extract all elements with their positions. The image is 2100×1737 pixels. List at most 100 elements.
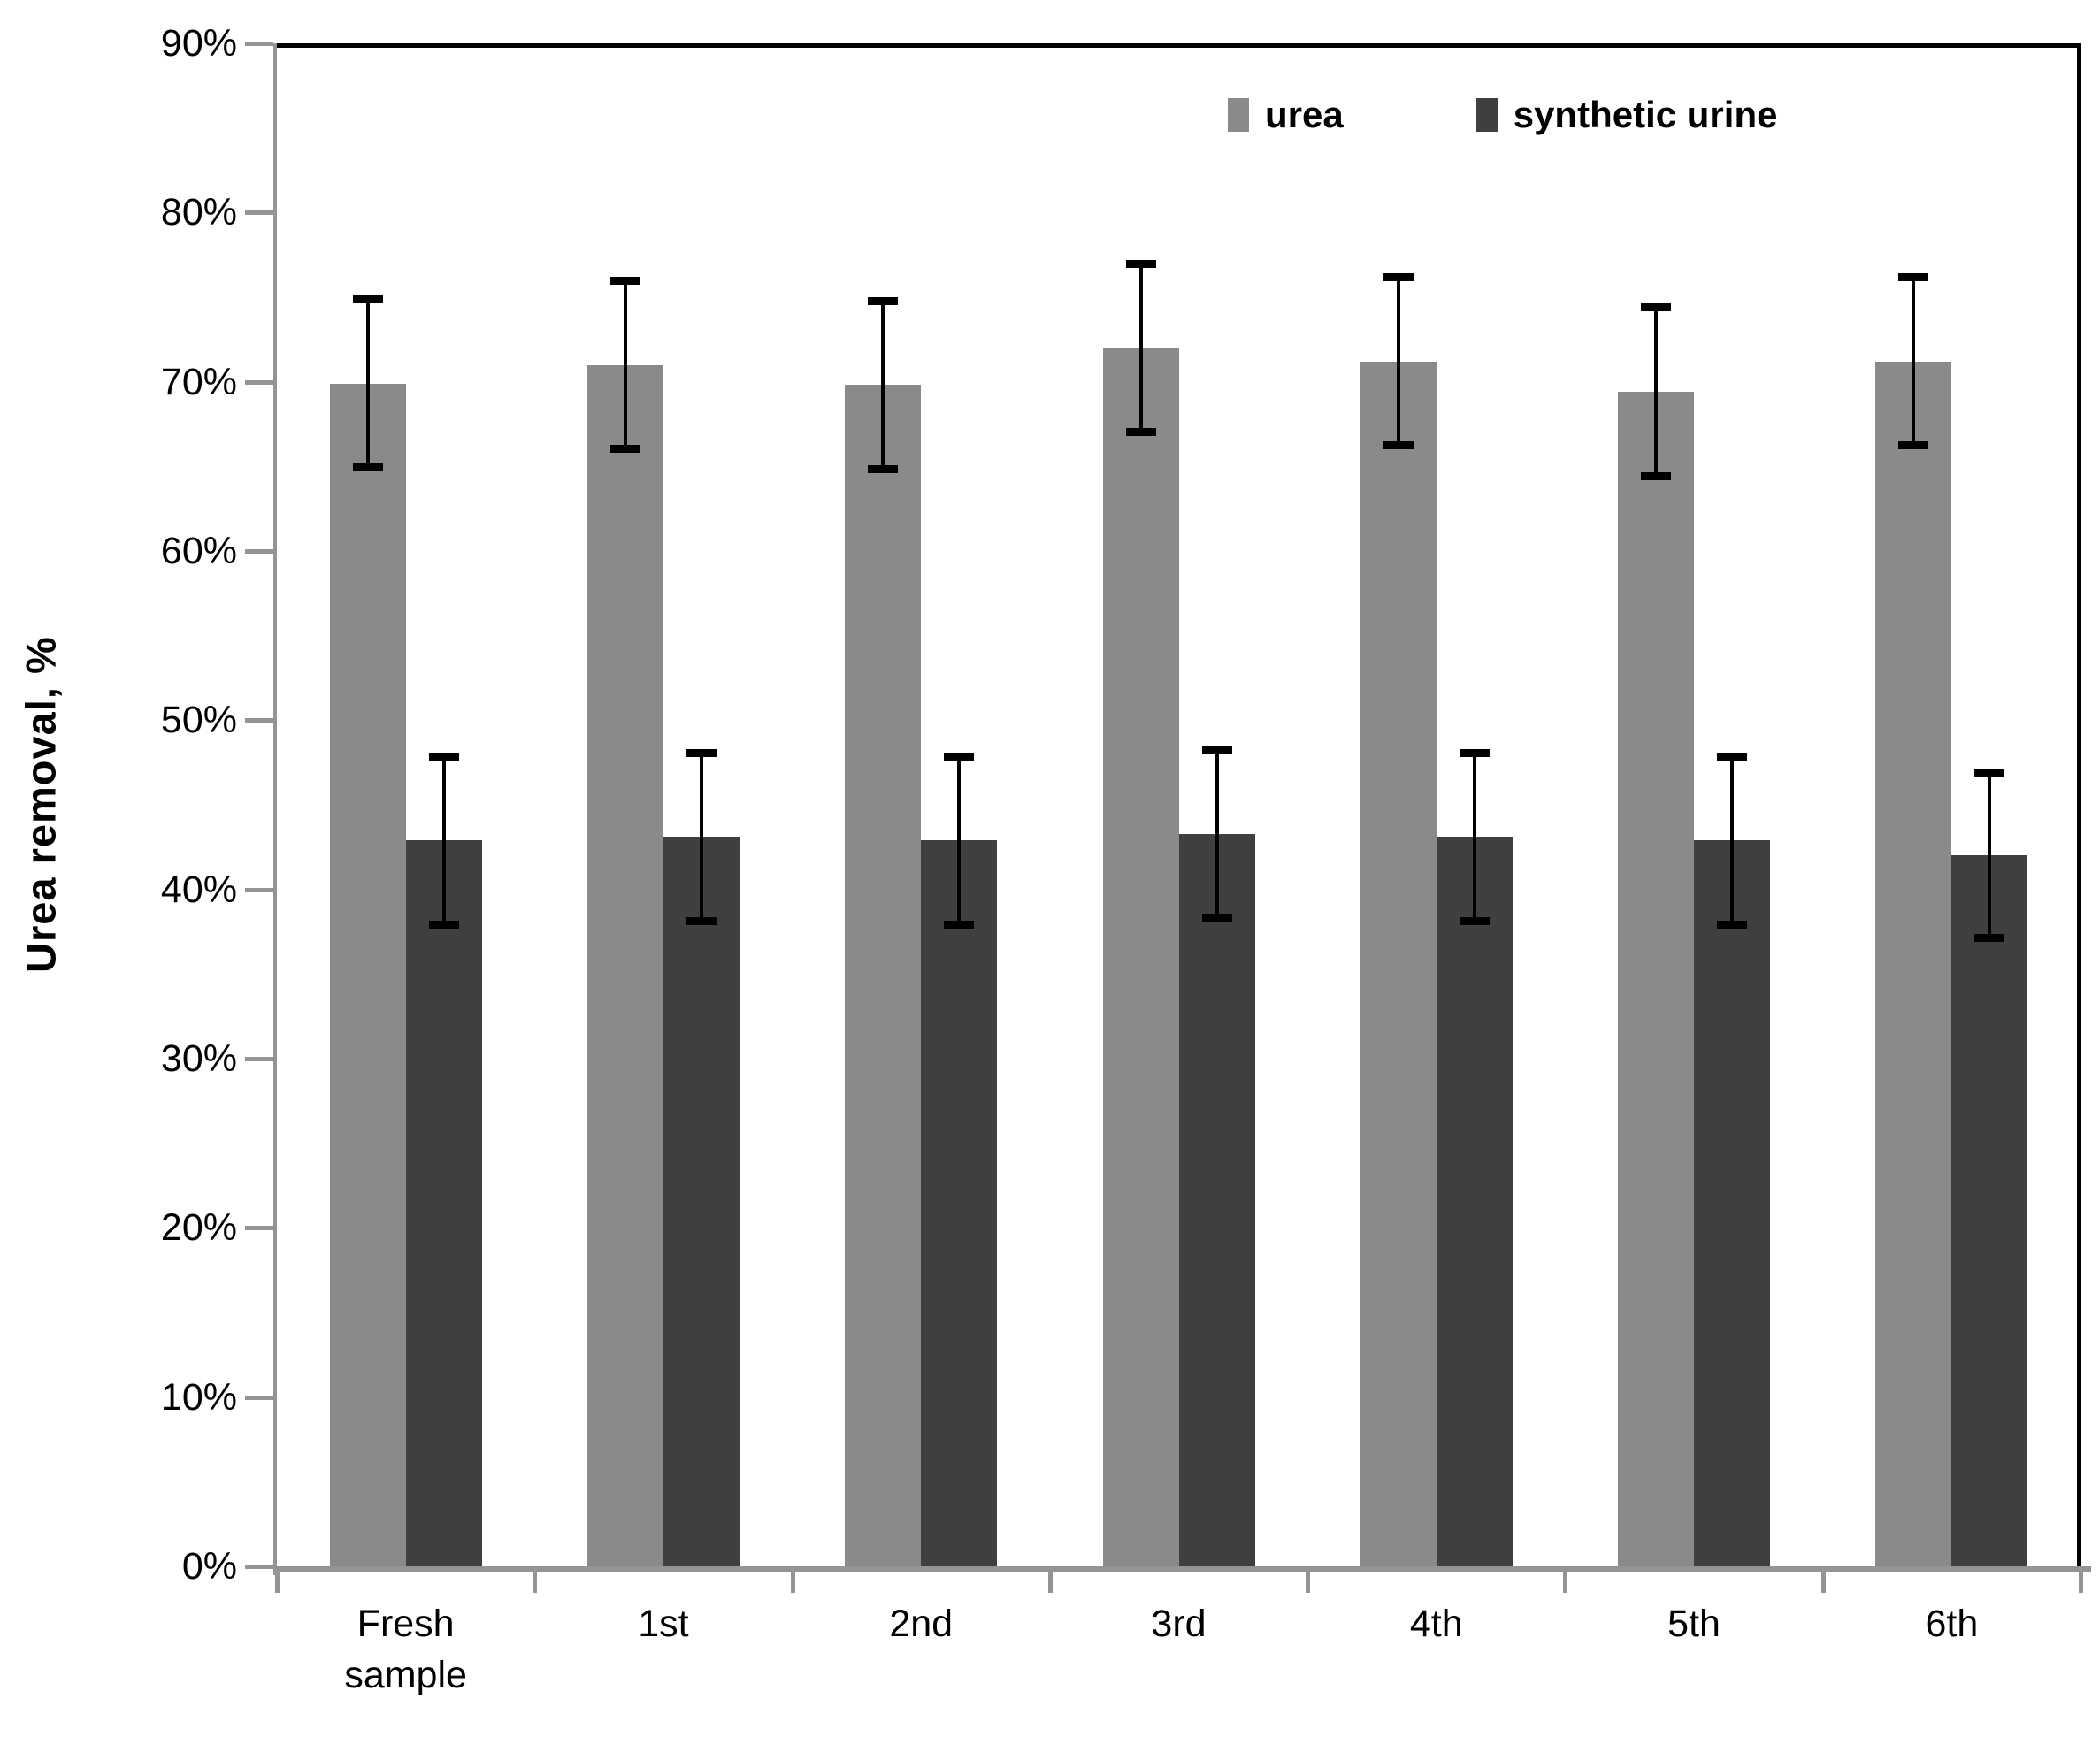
- x-axis-label-1: 1st: [638, 1603, 689, 1645]
- y-tick-mark-20: [245, 1226, 273, 1231]
- y-tick-mark-70: [245, 379, 273, 385]
- error-line-urea-2: [881, 300, 885, 471]
- error-cap-bottom-synthetic-urine-6: [1974, 934, 2005, 943]
- bar-synthetic-urine-3: [1178, 833, 1255, 1566]
- bar-urea-4: [1360, 361, 1437, 1566]
- bar-urea-1: [586, 364, 663, 1566]
- error-cap-top-synthetic-urine-6: [1974, 769, 2005, 777]
- legend-swatch-synthetic-urine: [1475, 98, 1498, 132]
- error-cap-top-urea-5: [1641, 303, 1672, 312]
- x-axis-label-3: 3rd: [1151, 1603, 1207, 1645]
- x-tick-mark-1: [533, 1572, 538, 1593]
- error-cap-top-urea-4: [1383, 273, 1414, 282]
- error-cap-top-urea-3: [1125, 259, 1156, 268]
- error-line-urea-5: [1654, 307, 1659, 477]
- plot-right-border: [2077, 43, 2081, 1566]
- error-cap-top-synthetic-urine-3: [1201, 745, 1232, 754]
- x-tick-mark-6: [1820, 1572, 1826, 1593]
- x-tick-mark-7: [2079, 1572, 2083, 1593]
- error-line-urea-4: [1396, 277, 1400, 447]
- error-line-urea-1: [623, 279, 627, 450]
- error-cap-bottom-synthetic-urine-3: [1201, 914, 1232, 922]
- y-tick-label-40: 40%: [160, 868, 237, 911]
- x-tick-mark-5: [1563, 1572, 1568, 1593]
- y-tick-label-80: 80%: [160, 191, 237, 234]
- legend-item-synthetic-urine: synthetic urine: [1475, 94, 1778, 136]
- y-tick-mark-0: [245, 1565, 273, 1569]
- bar-urea-3: [1102, 348, 1179, 1566]
- x-axis-label-2: 2nd: [889, 1603, 954, 1645]
- bar-urea-2: [845, 385, 922, 1566]
- error-cap-bottom-urea-6: [1898, 441, 1929, 450]
- x-tick-mark-4: [1306, 1572, 1311, 1593]
- error-line-urea-0: [365, 298, 370, 469]
- error-line-synthetic-urine-0: [441, 755, 446, 925]
- error-cap-bottom-urea-0: [352, 463, 383, 472]
- error-cap-top-synthetic-urine-4: [1459, 748, 1490, 757]
- error-line-synthetic-urine-6: [1988, 772, 1992, 939]
- y-tick-label-70: 70%: [160, 360, 237, 403]
- bar-urea-6: [1875, 361, 1952, 1566]
- bar-synthetic-urine-1: [663, 837, 740, 1566]
- error-cap-bottom-urea-4: [1383, 441, 1414, 450]
- y-tick-label-20: 20%: [160, 1206, 237, 1250]
- bar-synthetic-urine-6: [1951, 855, 2028, 1566]
- y-tick-label-90: 90%: [160, 22, 237, 65]
- y-tick-mark-10: [245, 1395, 273, 1400]
- legend-label-urea: urea: [1265, 94, 1344, 135]
- error-line-synthetic-urine-1: [699, 752, 703, 922]
- error-cap-bottom-synthetic-urine-5: [1717, 920, 1748, 929]
- error-cap-bottom-synthetic-urine-0: [428, 920, 459, 929]
- error-cap-top-urea-2: [868, 296, 899, 305]
- error-cap-bottom-urea-2: [868, 465, 899, 474]
- error-cap-bottom-synthetic-urine-2: [944, 920, 975, 929]
- error-line-synthetic-urine-4: [1472, 752, 1476, 922]
- y-tick-mark-90: [245, 42, 273, 46]
- error-cap-top-synthetic-urine-5: [1717, 752, 1748, 761]
- error-cap-bottom-synthetic-urine-4: [1459, 917, 1490, 926]
- error-cap-top-synthetic-urine-1: [686, 748, 717, 757]
- y-tick-mark-30: [245, 1057, 273, 1061]
- error-cap-top-synthetic-urine-2: [944, 752, 975, 761]
- y-tick-mark-60: [245, 549, 273, 554]
- x-tick-mark-3: [1047, 1572, 1053, 1593]
- bar-urea-5: [1618, 392, 1695, 1566]
- legend-swatch-urea: [1228, 98, 1249, 132]
- error-line-synthetic-urine-3: [1215, 748, 1219, 919]
- x-axis-label-6: 6th: [1925, 1603, 1979, 1645]
- error-line-urea-6: [1912, 277, 1916, 447]
- y-tick-label-60: 60%: [160, 530, 237, 572]
- legend: urea synthetic urine: [1228, 94, 1777, 136]
- y-tick-label-30: 30%: [160, 1037, 237, 1080]
- x-axis-label-4: 4th: [1409, 1603, 1463, 1645]
- legend-item-urea: urea: [1228, 94, 1344, 136]
- error-cap-bottom-urea-3: [1125, 428, 1156, 437]
- x-tick-mark-2: [790, 1572, 795, 1593]
- y-tick-label-0: 0%: [181, 1545, 237, 1588]
- y-tick-mark-50: [245, 718, 273, 723]
- plot-area: 0% 10% 20% 30% 40% 50% 60% 70% 80% 90% Fresh sampl…: [161, 22, 2091, 1696]
- bar-urea-0: [329, 383, 406, 1566]
- y-tick-mark-40: [245, 887, 273, 892]
- error-cap-top-urea-0: [352, 295, 383, 303]
- error-cap-top-urea-6: [1898, 273, 1929, 282]
- error-line-urea-3: [1138, 263, 1143, 433]
- error-cap-bottom-urea-1: [609, 445, 640, 454]
- y-axis-line: [273, 43, 277, 1575]
- error-cap-top-synthetic-urine-0: [428, 752, 459, 761]
- y-tick-label-50: 50%: [160, 699, 237, 742]
- legend-label-synthetic-urine: synthetic urine: [1513, 94, 1778, 135]
- error-cap-top-urea-1: [609, 276, 640, 285]
- x-tick-mark-0: [275, 1572, 280, 1593]
- bar-synthetic-urine-5: [1694, 840, 1771, 1566]
- plot-top-border: [277, 43, 2081, 48]
- error-line-synthetic-urine-5: [1730, 755, 1735, 925]
- error-cap-bottom-synthetic-urine-1: [686, 917, 717, 926]
- y-tick-mark-80: [245, 210, 273, 216]
- x-axis-line: [273, 1566, 2091, 1572]
- error-cap-bottom-urea-5: [1641, 471, 1672, 480]
- bar-synthetic-urine-4: [1436, 837, 1513, 1566]
- bar-synthetic-urine-0: [405, 840, 482, 1566]
- x-axis-label-0: Fresh sample: [344, 1603, 467, 1696]
